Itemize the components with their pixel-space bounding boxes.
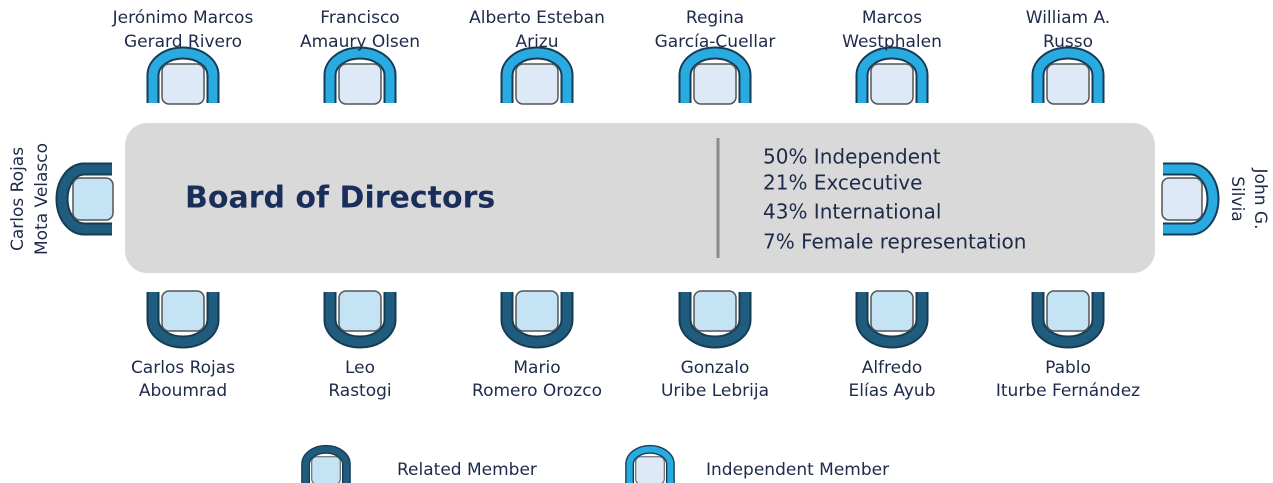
chair-seat xyxy=(870,63,914,105)
chair xyxy=(678,46,752,105)
chair xyxy=(1031,46,1105,105)
chair-back xyxy=(148,48,218,103)
chair xyxy=(500,46,574,105)
chair-seat xyxy=(161,63,205,105)
member-name: Uribe Lebrija xyxy=(661,381,769,401)
chair-back xyxy=(325,48,395,103)
chair xyxy=(1161,162,1220,236)
member-name: William A. xyxy=(1026,8,1110,28)
member-name: Iturbe Fernández xyxy=(996,381,1140,401)
member-name: Jerónimo Marcos xyxy=(112,8,254,28)
member-name: Carlos Rojas xyxy=(131,358,235,378)
chair-back xyxy=(502,292,572,347)
chair-seat xyxy=(338,290,382,332)
member-name: Regina xyxy=(686,8,744,28)
member-name: Alfredo xyxy=(862,358,923,378)
member-name: Rastogi xyxy=(328,381,391,401)
chair-seat xyxy=(635,456,665,483)
chair-back xyxy=(1163,164,1218,234)
member-name: Carlos Rojas xyxy=(8,147,28,251)
chair-seat xyxy=(311,456,341,483)
chair xyxy=(146,46,220,105)
legend-label: Related Member xyxy=(397,460,537,480)
chair xyxy=(855,290,929,349)
chair-seat xyxy=(72,177,114,221)
member-name: Russo xyxy=(1043,32,1093,52)
member-name: Silvia xyxy=(1227,176,1247,221)
chair-back xyxy=(302,446,350,483)
member-name: Gonzalo xyxy=(681,358,750,378)
chair-back xyxy=(680,48,750,103)
member-name: Aboumrad xyxy=(139,381,227,401)
chair xyxy=(625,444,675,483)
chair-back xyxy=(502,48,572,103)
chair-back xyxy=(1033,292,1103,347)
stat: 50% Independent xyxy=(763,145,941,169)
member-name: Francisco xyxy=(320,8,399,28)
chair-back xyxy=(1033,48,1103,103)
member-name: John G. xyxy=(1250,168,1270,230)
chair xyxy=(55,162,114,236)
chair-seat xyxy=(693,290,737,332)
member-name: Pablo xyxy=(1045,358,1091,378)
chair-seat xyxy=(338,63,382,105)
member-name: Leo xyxy=(345,358,375,378)
legend-label: Independent Member xyxy=(706,460,889,480)
chair-back xyxy=(680,292,750,347)
chair xyxy=(678,290,752,349)
chair xyxy=(146,290,220,349)
board-title: Board of Directors xyxy=(185,181,495,216)
stat: 7% Female representation xyxy=(763,230,1026,254)
chair-seat xyxy=(693,63,737,105)
chair-seat xyxy=(515,290,559,332)
chair-seat xyxy=(1046,63,1090,105)
chair-back xyxy=(325,292,395,347)
member-name: Westphalen xyxy=(842,32,942,52)
chair-back xyxy=(626,446,674,483)
member-name: Alberto Esteban xyxy=(469,8,605,28)
member-name: Marcos xyxy=(862,8,922,28)
chair-seat xyxy=(1161,177,1203,221)
chair-seat xyxy=(161,290,205,332)
member-name: Elías Ayub xyxy=(849,381,936,401)
member-name: Romero Orozco xyxy=(472,381,602,401)
chair-back xyxy=(148,292,218,347)
member-name: Mario xyxy=(513,358,560,378)
member-name: Mota Velasco xyxy=(32,143,52,255)
chair xyxy=(500,290,574,349)
chair-seat xyxy=(870,290,914,332)
chair xyxy=(323,46,397,105)
chair-back xyxy=(857,48,927,103)
chair xyxy=(855,46,929,105)
chair-seat xyxy=(515,63,559,105)
stat: 21% Excecutive xyxy=(763,171,922,195)
board-table xyxy=(125,123,1155,273)
chair xyxy=(1031,290,1105,349)
member-name: García-Cuellar xyxy=(655,32,776,52)
chair-back xyxy=(57,164,112,234)
member-name: Gerard Rivero xyxy=(124,32,242,52)
member-name: Amaury Olsen xyxy=(300,32,420,52)
chair-seat xyxy=(1046,290,1090,332)
chair xyxy=(323,290,397,349)
stat: 43% International xyxy=(763,200,941,224)
chair xyxy=(301,444,351,483)
member-name: Arizu xyxy=(515,32,558,52)
chair-back xyxy=(857,292,927,347)
